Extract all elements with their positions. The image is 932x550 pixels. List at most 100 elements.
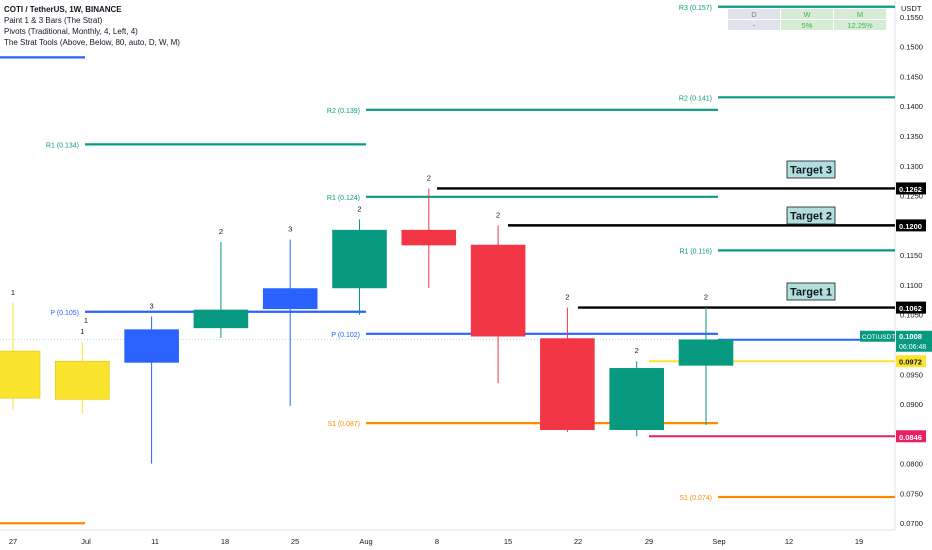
target-box-3: Target 3 (786, 160, 836, 179)
strat-bar-number: 2 (704, 293, 708, 302)
price-tick-label: 0.1250 (900, 192, 923, 201)
table-header-w: W (780, 8, 834, 20)
target-box-2: Target 2 (786, 206, 836, 225)
pivot-label: R1 (0.124) (327, 195, 360, 202)
price-tick-label: 0.1150 (900, 251, 922, 260)
table-value-m: 12.25% (833, 19, 887, 31)
strat-bar-number: 2 (496, 210, 500, 219)
strat-bar-number: 2 (219, 227, 223, 236)
price-tick-label: 0.1450 (900, 72, 923, 81)
price-tag-bg (896, 430, 926, 443)
price-tick-label: 0.0800 (900, 460, 923, 469)
target-label: Target 3 (790, 165, 832, 177)
target-price-tag: 0.1062 (896, 301, 926, 314)
time-tick-label: 19 (855, 537, 863, 546)
target-price-tag: 0.1262 (896, 182, 926, 195)
symbol-tag-text: COTIUSDT (862, 334, 895, 341)
target-label: Target 2 (790, 211, 832, 223)
price-axis-bg (895, 0, 932, 550)
price-tag-text: 0.1200 (899, 222, 922, 231)
pivot-label: P (0.102) (331, 332, 360, 339)
price-tick-label: 0.1500 (900, 43, 923, 52)
time-tick-label: 27 (9, 537, 17, 546)
time-tick-label: 11 (151, 537, 159, 546)
price-tag-text: 0.1062 (899, 304, 922, 313)
candle-body (678, 339, 734, 366)
time-tick-label: Sep (712, 537, 725, 546)
indicator-strat-tools[interactable]: The Strat Tools (Above, Below, 80, auto,… (4, 38, 180, 47)
strat-bar-number: 2 (565, 293, 569, 302)
current-price-bg (896, 330, 932, 352)
table-value-d: - (727, 19, 781, 31)
time-tick-label: 15 (504, 537, 512, 546)
table-header-d: D (727, 8, 781, 20)
candle-body (470, 244, 526, 337)
pivot-label: S1 (0.074) (679, 495, 712, 502)
price-tag-bg (896, 182, 926, 195)
pivot-label: R1 (0.134) (46, 142, 79, 149)
pivot-label: R2 (0.141) (679, 95, 712, 102)
symbol-tag-bg (860, 330, 895, 342)
time-tick-label: Jul (81, 537, 91, 546)
price-axis-unit: USDT (901, 4, 922, 13)
current-price-tag: 0.1008 06:06:48 (896, 330, 932, 352)
price-tag-text: 0.1262 (899, 185, 922, 194)
time-tick-label: 22 (574, 537, 582, 546)
target-box-bg (786, 160, 836, 179)
price-tick-label: 0.0900 (900, 400, 923, 409)
price-tick-label: 0.1350 (900, 132, 923, 141)
price-tag-bg (896, 355, 926, 368)
countdown-text: 06:06:48 (899, 344, 926, 351)
candle-body (262, 288, 318, 310)
current-symbol-tag: COTIUSDT (860, 330, 895, 342)
time-tick-label: 29 (645, 537, 653, 546)
pivot-label: R1 (0.116) (679, 248, 712, 255)
target-box-bg (786, 282, 836, 301)
candle-body (332, 229, 387, 289)
candle-body (609, 368, 665, 431)
price-tag-bg (896, 219, 926, 232)
chart-legend: COTI / TetherUS, 1W, BINANCE Paint 1 & 3… (4, 4, 180, 48)
candle-body (193, 309, 249, 329)
symbol-title[interactable]: COTI / TetherUS, 1W, BINANCE (4, 5, 122, 14)
price-tick-label: 0.1050 (900, 311, 923, 320)
time-tick-label: Aug (359, 537, 372, 546)
candle-body (124, 329, 179, 363)
strat-bar-number: 1 (80, 327, 84, 336)
strat-bar-number: 3 (288, 225, 292, 234)
yellow-price-tag: 0.0972 (896, 355, 926, 368)
indicator-pivots[interactable]: Pivots (Traditional, Monthly, 4, Left, 4… (4, 27, 138, 36)
target-box-bg (786, 206, 836, 225)
pivot-label: P (0.105) (50, 310, 79, 317)
price-tag-text: 0.0846 (899, 433, 922, 442)
current-price-text: 0.1008 (899, 332, 922, 341)
strat-bar-number: 1 (11, 288, 15, 297)
candle-body (540, 338, 595, 431)
price-tick-label: 0.1100 (900, 281, 922, 290)
pivot-label: S1 (0.087) (327, 421, 360, 428)
indicator-strat-bars[interactable]: Paint 1 & 3 Bars (The Strat) (4, 16, 103, 25)
price-tick-label: 0.0950 (900, 370, 923, 379)
candle-body (54, 360, 110, 400)
strat-bar-number: 2 (427, 173, 431, 182)
strat-bar-number: 3 (150, 302, 154, 311)
price-tick-label: 0.0700 (900, 519, 923, 528)
price-tick-label: 0.1550 (900, 13, 923, 22)
strat-timeframe-table: D W M - 5% 12.25% (727, 8, 887, 31)
pivot-label: R3 (0.157) (679, 5, 712, 12)
table-header-m: M (833, 8, 887, 20)
price-tick-label: 0.1400 (900, 102, 923, 111)
pivot-label: R2 (0.139) (327, 108, 360, 115)
strat-bar-number: 2 (635, 346, 639, 355)
time-tick-label: 8 (435, 537, 439, 546)
strat-bar-number: 1 (84, 316, 88, 325)
candle-body (401, 229, 457, 246)
time-tick-label: 12 (785, 537, 793, 546)
time-tick-label: 18 (221, 537, 229, 546)
table-value-w: 5% (780, 19, 834, 31)
price-tick-label: 0.1300 (900, 162, 923, 171)
strat-bar-number: 2 (357, 204, 361, 213)
price-tag-bg (896, 301, 926, 314)
target-box-1: Target 1 (786, 282, 836, 301)
